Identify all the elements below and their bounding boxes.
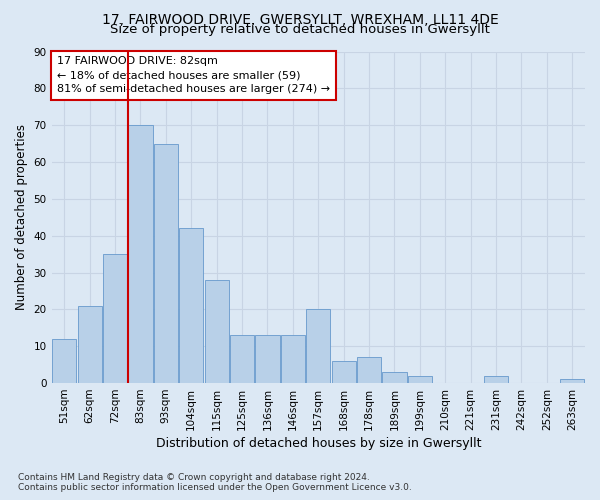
Text: 17 FAIRWOOD DRIVE: 82sqm
← 18% of detached houses are smaller (59)
81% of semi-d: 17 FAIRWOOD DRIVE: 82sqm ← 18% of detach… bbox=[57, 56, 330, 94]
Bar bbox=[408, 376, 432, 383]
Bar bbox=[281, 335, 305, 383]
Y-axis label: Number of detached properties: Number of detached properties bbox=[15, 124, 28, 310]
Bar bbox=[256, 335, 280, 383]
Bar bbox=[560, 380, 584, 383]
Text: 17, FAIRWOOD DRIVE, GWERSYLLT, WREXHAM, LL11 4DE: 17, FAIRWOOD DRIVE, GWERSYLLT, WREXHAM, … bbox=[101, 12, 499, 26]
Text: Size of property relative to detached houses in Gwersyllt: Size of property relative to detached ho… bbox=[110, 22, 490, 36]
Bar bbox=[179, 228, 203, 383]
Bar bbox=[357, 358, 381, 383]
Bar bbox=[382, 372, 407, 383]
Bar bbox=[154, 144, 178, 383]
Bar bbox=[205, 280, 229, 383]
Bar bbox=[306, 310, 331, 383]
Bar bbox=[77, 306, 102, 383]
Bar bbox=[128, 125, 152, 383]
Bar bbox=[103, 254, 127, 383]
Bar bbox=[484, 376, 508, 383]
X-axis label: Distribution of detached houses by size in Gwersyllt: Distribution of detached houses by size … bbox=[155, 437, 481, 450]
Bar bbox=[52, 339, 76, 383]
Text: Contains HM Land Registry data © Crown copyright and database right 2024.
Contai: Contains HM Land Registry data © Crown c… bbox=[18, 473, 412, 492]
Bar bbox=[332, 361, 356, 383]
Bar bbox=[230, 335, 254, 383]
